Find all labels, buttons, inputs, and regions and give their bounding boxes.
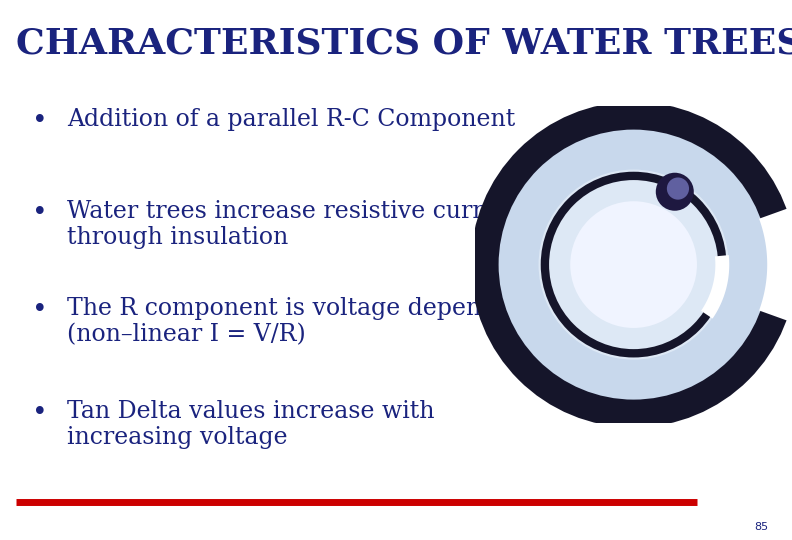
Text: •: • — [32, 297, 48, 323]
Text: •: • — [32, 200, 48, 226]
Circle shape — [667, 178, 689, 200]
Text: Tan Delta values increase with
increasing voltage: Tan Delta values increase with increasin… — [67, 400, 435, 449]
Text: •: • — [32, 108, 48, 134]
Text: The R component is voltage dependent
(non–linear I = V/R): The R component is voltage dependent (no… — [67, 297, 535, 347]
Text: Water trees increase resistive current
through insulation: Water trees increase resistive current t… — [67, 200, 523, 249]
Text: Addition of a parallel R-C Component: Addition of a parallel R-C Component — [67, 108, 516, 131]
Circle shape — [570, 201, 697, 328]
Text: CHARACTERISTICS OF WATER TREES: CHARACTERISTICS OF WATER TREES — [16, 27, 792, 61]
Text: 85: 85 — [754, 522, 768, 532]
Circle shape — [485, 116, 782, 414]
Circle shape — [656, 173, 694, 211]
Text: •: • — [32, 400, 48, 426]
Circle shape — [539, 170, 729, 360]
